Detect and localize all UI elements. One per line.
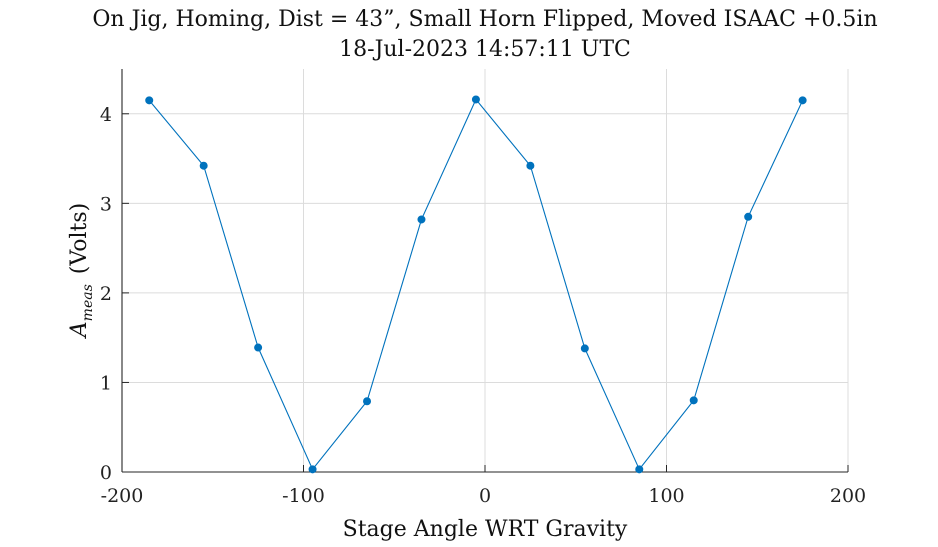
y-tick-label: 0 (100, 462, 112, 484)
y-axis-label-units: (Volts) (67, 203, 92, 274)
data-point (254, 343, 263, 352)
y-axis-label-main: A (67, 321, 92, 339)
data-point (363, 397, 372, 406)
y-tick-label: 4 (100, 104, 112, 126)
series (145, 95, 807, 474)
data-point (199, 161, 208, 170)
data-point (526, 161, 535, 170)
y-tick-label: 3 (100, 193, 112, 215)
data-point (744, 212, 753, 221)
data-point (798, 96, 807, 105)
y-tick-label: 1 (100, 372, 112, 394)
data-point (308, 465, 317, 474)
data-point (145, 96, 154, 105)
data-point (689, 396, 698, 405)
data-point (471, 95, 480, 104)
x-tick-label: 100 (648, 485, 684, 507)
ticks: -200 -100 0 100 200 0 1 2 3 4 (100, 104, 866, 507)
x-axis-label: Stage Angle WRT Gravity (343, 517, 628, 542)
series-line (148, 98, 804, 471)
data-point (635, 465, 644, 474)
data-point (580, 344, 589, 353)
x-tick-label: 0 (479, 485, 491, 507)
chart-title: On Jig, Homing, Dist = 43”, Small Horn F… (92, 7, 877, 32)
y-axis-label: Ameas (Volts) (67, 203, 96, 339)
grid (121, 69, 849, 473)
chart-subtitle: 18-Jul-2023 14:57:11 UTC (339, 37, 631, 62)
x-tick-label: -200 (101, 485, 144, 507)
x-tick-label: 200 (830, 485, 866, 507)
x-tick-label: -100 (282, 485, 325, 507)
data-point (417, 215, 426, 224)
y-axis-label-subscript: meas (80, 284, 96, 321)
y-tick-label: 2 (100, 283, 112, 305)
